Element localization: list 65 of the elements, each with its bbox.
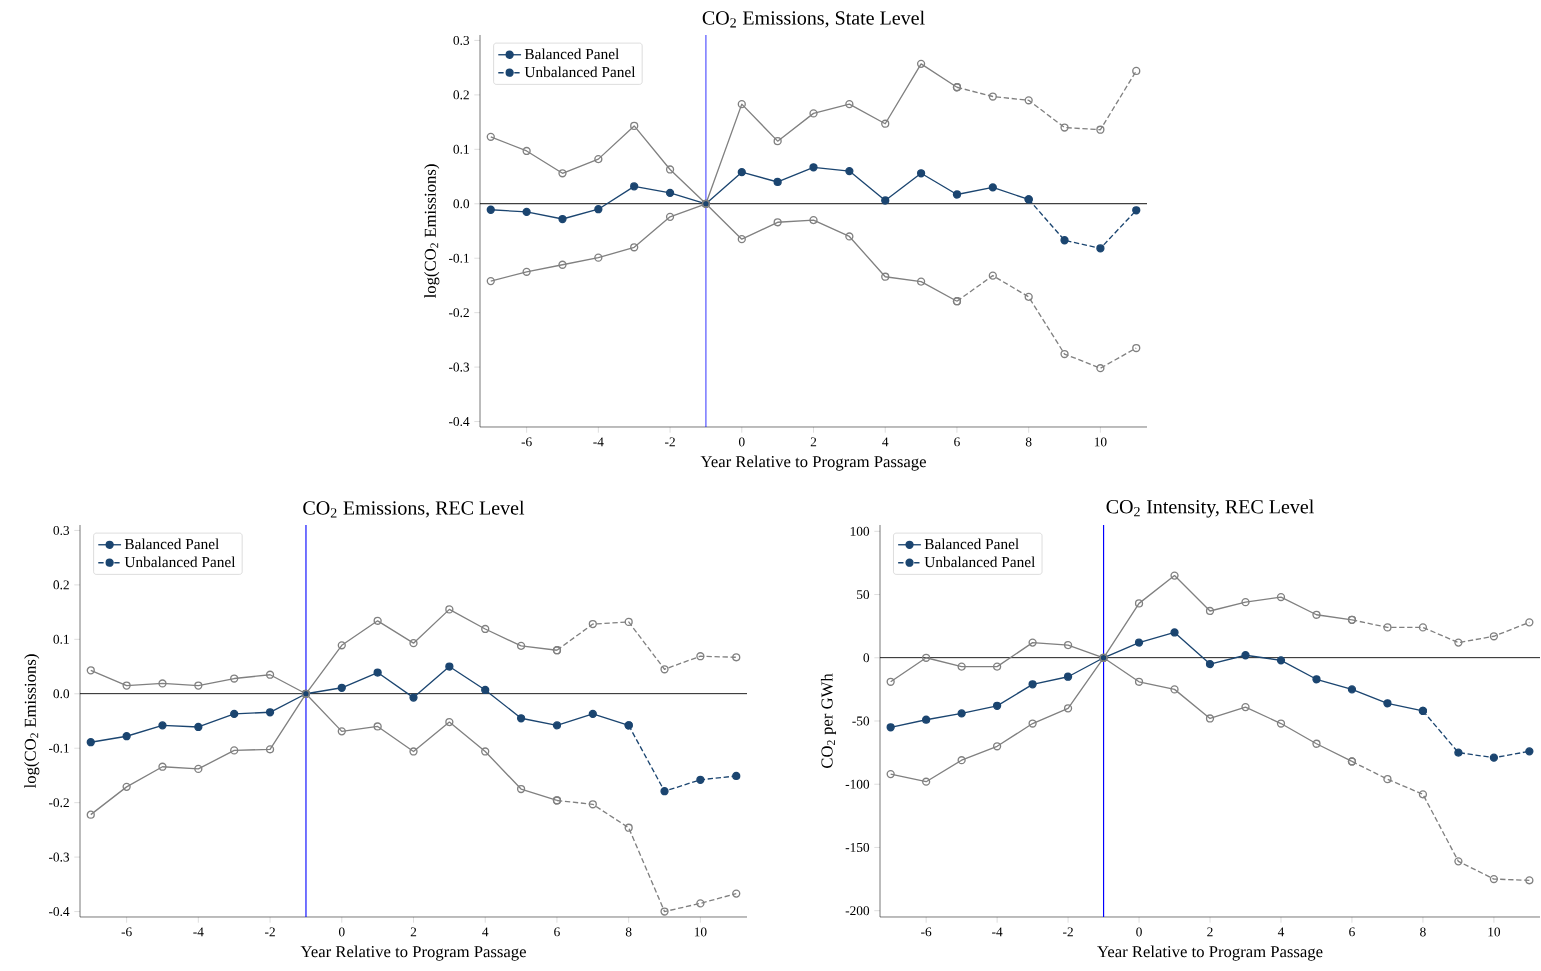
y-tick-label: -0.2: [48, 798, 69, 808]
y-tick-label: 0.1: [53, 634, 69, 644]
y-tick-label: 0: [863, 653, 870, 663]
x-tick-label: -4: [193, 927, 204, 937]
y-tick-label: -0.4: [48, 907, 70, 917]
y-tick-label: 50: [857, 590, 870, 600]
x-tick-label: 6: [1349, 927, 1355, 937]
y-tick-label: 0.2: [53, 580, 69, 590]
x-tick-label: -6: [121, 927, 132, 937]
y-tick-label: -0.1: [48, 743, 69, 753]
x-axis-title: Year Relative to Program Passage: [700, 455, 926, 471]
x-tick-label: 6: [554, 927, 560, 937]
y-tick-label: 0.2: [453, 90, 469, 100]
chart-title: CO$_{2}$ Emissions, State Level: [702, 10, 925, 28]
y-tick-label: -0.3: [48, 852, 70, 862]
x-tick-label: -6: [521, 437, 532, 447]
y-tick-label: -0.3: [449, 362, 470, 372]
y-tick-label: -0.4: [449, 417, 470, 427]
x-tick-label: -2: [1063, 927, 1073, 937]
x-tick-label: 10: [694, 927, 707, 937]
x-tick-label: 0: [738, 437, 745, 447]
y-tick-label: -150: [845, 842, 870, 852]
y-tick-label: 0.0: [53, 689, 70, 699]
y-tick-label: 0.3: [453, 35, 470, 45]
x-tick-label: -6: [921, 927, 932, 937]
x-tick-label: 4: [482, 927, 489, 937]
x-tick-label: 0: [1136, 927, 1142, 937]
x-tick-label: 8: [1025, 437, 1032, 447]
x-tick-label: 6: [954, 437, 960, 447]
x-tick-label: 10: [1094, 437, 1107, 447]
x-tick-label: 4: [882, 437, 889, 447]
y-tick-label: -0.1: [449, 253, 469, 263]
x-tick-label: 4: [1277, 927, 1285, 937]
x-tick-label: -4: [593, 437, 604, 447]
y-tick-label: -200: [845, 906, 870, 916]
y-tick-label: 0.0: [453, 199, 470, 209]
y-tick-label: 0.3: [53, 525, 70, 535]
y-axis-title: log(CO$_{2}$ Emissions): [24, 654, 40, 789]
x-tick-label: -2: [665, 437, 675, 447]
x-tick-label: 2: [1207, 927, 1213, 937]
x-tick-label: -2: [265, 927, 275, 937]
legend-label: Balanced Panel: [124, 538, 220, 550]
y-tick-label: -100: [845, 779, 870, 789]
y-tick-label: 100: [850, 526, 870, 536]
x-tick-label: 8: [625, 927, 632, 937]
legend-label: Unbalanced Panel: [924, 556, 1036, 568]
legend-label: Balanced Panel: [524, 48, 620, 60]
x-tick-label: 2: [410, 927, 417, 937]
chart-title: CO$_{2}$ Emissions, REC Level: [303, 500, 525, 518]
y-axis-title: CO$_{2}$ per GWh: [820, 673, 837, 768]
legend-label: Unbalanced Panel: [524, 66, 636, 78]
legend-label: Unbalanced Panel: [124, 556, 236, 568]
y-tick-label: 0.1: [453, 144, 469, 154]
y-tick-label: -0.2: [449, 308, 469, 318]
x-tick-label: -4: [992, 927, 1003, 937]
y-tick-label: -50: [852, 716, 870, 726]
x-tick-label: 8: [1420, 927, 1426, 937]
y-axis-title: log(CO$_{2}$ Emissions): [424, 164, 440, 299]
legend-label: Balanced Panel: [924, 538, 1019, 550]
chart-title: CO$_{2}$ Intensity, REC Level: [1106, 499, 1314, 518]
x-axis-title: Year Relative to Program Passage: [1097, 945, 1323, 961]
x-tick-label: 10: [1488, 927, 1501, 937]
x-axis-title: Year Relative to Program Passage: [300, 945, 526, 961]
x-tick-label: 2: [810, 437, 817, 447]
x-tick-label: 0: [338, 927, 345, 937]
